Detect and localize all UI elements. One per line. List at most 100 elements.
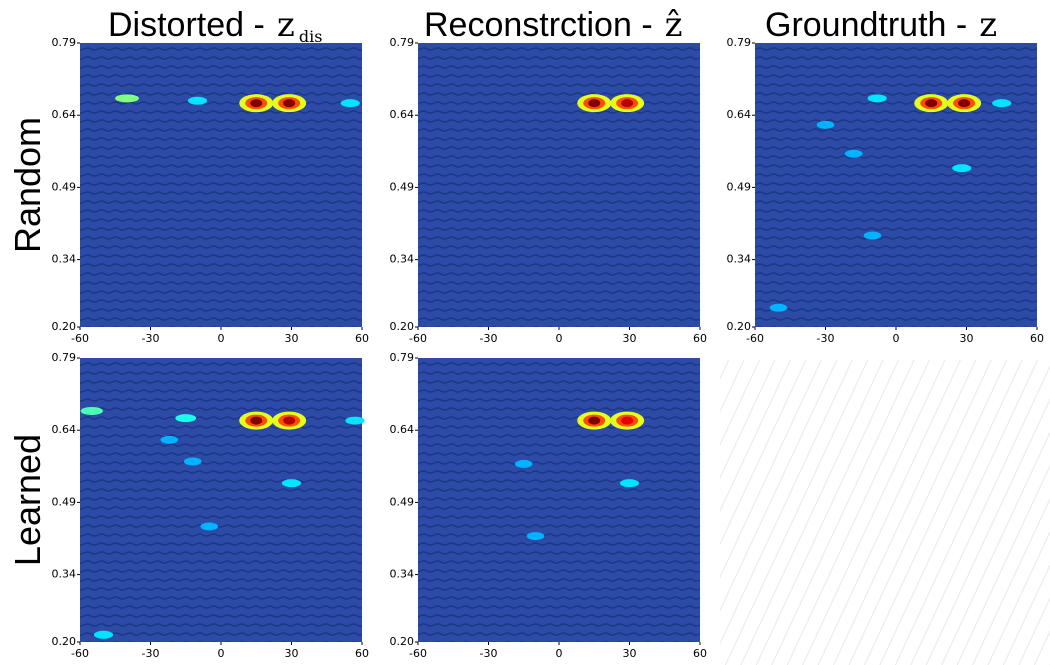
x-tick-label: 60 bbox=[693, 647, 707, 660]
x-tick-label: 0 bbox=[218, 332, 225, 345]
heatmap-background bbox=[418, 358, 700, 642]
hotspot-core bbox=[200, 522, 219, 531]
title-symbol: z bbox=[277, 5, 295, 45]
x-tick-label: -60 bbox=[71, 647, 89, 660]
x-tick-label: -60 bbox=[71, 332, 89, 345]
y-tick-label: 0.79 bbox=[390, 351, 415, 364]
x-tick-label: -30 bbox=[142, 332, 160, 345]
title-symbol: ẑ bbox=[665, 5, 683, 45]
y-tick-label: 0.20 bbox=[52, 320, 77, 333]
hotspot-core bbox=[588, 416, 601, 425]
y-tick-label: 0.79 bbox=[390, 36, 415, 49]
hotspot-core bbox=[514, 459, 533, 468]
y-tick-label: 0.64 bbox=[727, 108, 752, 121]
hotspot bbox=[160, 435, 179, 444]
y-tick-label: 0.79 bbox=[52, 351, 77, 364]
hotspot bbox=[769, 303, 788, 312]
heatmap-background bbox=[80, 43, 362, 327]
hotspot-core bbox=[816, 120, 835, 129]
x-tick-label: 30 bbox=[623, 647, 637, 660]
hotspot-core bbox=[863, 231, 882, 240]
hotspot bbox=[340, 99, 360, 108]
x-tick-label: -30 bbox=[817, 332, 835, 345]
hotspot-core bbox=[115, 94, 139, 103]
hotspot bbox=[115, 94, 139, 103]
hotspot bbox=[863, 231, 882, 240]
x-tick-label: 60 bbox=[693, 332, 707, 345]
x-tick-label: -60 bbox=[409, 647, 427, 660]
hotspot-core bbox=[340, 99, 360, 108]
y-tick-label: 0.34 bbox=[727, 253, 752, 266]
hotspot bbox=[947, 94, 982, 113]
hotspot-core bbox=[281, 479, 302, 488]
x-tick-label: -30 bbox=[480, 647, 498, 660]
hotspot-core bbox=[187, 96, 208, 105]
hotspot bbox=[526, 532, 545, 541]
x-tick-label: 60 bbox=[355, 647, 369, 660]
x-tick-label: 0 bbox=[556, 647, 563, 660]
hotspot-core bbox=[160, 435, 179, 444]
hotspot-core bbox=[621, 416, 634, 425]
hotspot-core bbox=[184, 457, 202, 466]
hotspot bbox=[272, 411, 307, 430]
x-tick-label: -60 bbox=[409, 332, 427, 345]
x-tick-label: 30 bbox=[623, 332, 637, 345]
y-tick-label: 0.34 bbox=[52, 253, 77, 266]
x-tick-label: 0 bbox=[556, 332, 563, 345]
hotspot-core bbox=[93, 630, 114, 639]
hotspot-core bbox=[621, 99, 634, 108]
hotspot bbox=[952, 164, 972, 173]
hotspot bbox=[577, 94, 612, 113]
x-tick-label: -30 bbox=[480, 332, 498, 345]
x-tick-label: 60 bbox=[355, 332, 369, 345]
y-tick-label: 0.64 bbox=[52, 108, 77, 121]
hotspot bbox=[816, 120, 835, 129]
hotspot bbox=[514, 459, 533, 468]
row-label: Random bbox=[7, 117, 48, 253]
hotspot bbox=[93, 630, 114, 639]
hotspot-core bbox=[283, 99, 296, 108]
title-symbol: z bbox=[979, 5, 997, 45]
hotspot-core bbox=[345, 416, 365, 425]
y-tick-label: 0.20 bbox=[52, 635, 77, 648]
hotspot-core bbox=[250, 99, 263, 108]
y-tick-label: 0.64 bbox=[52, 423, 77, 436]
row-label: Learned bbox=[7, 434, 48, 566]
x-tick-label: 30 bbox=[960, 332, 974, 345]
hotspot bbox=[272, 94, 307, 113]
y-tick-label: 0.20 bbox=[390, 635, 415, 648]
hotspot bbox=[239, 411, 274, 430]
y-tick-label: 0.64 bbox=[390, 108, 415, 121]
hotspot bbox=[239, 94, 274, 113]
y-tick-label: 0.34 bbox=[390, 568, 415, 581]
hotspot bbox=[577, 411, 612, 430]
hotspot bbox=[175, 414, 197, 423]
hotspot bbox=[80, 406, 103, 415]
hotspot-core bbox=[867, 94, 887, 103]
hotspot-core bbox=[925, 99, 938, 108]
hotspot-core bbox=[588, 99, 601, 108]
x-tick-label: 60 bbox=[1030, 332, 1044, 345]
hotspot bbox=[200, 522, 219, 531]
heatmap-background bbox=[418, 43, 700, 327]
hotspot bbox=[844, 149, 863, 158]
y-tick-label: 0.20 bbox=[727, 320, 752, 333]
hotspot bbox=[867, 94, 887, 103]
y-tick-label: 0.49 bbox=[390, 495, 415, 508]
hotspot-core bbox=[992, 99, 1012, 108]
hotspot bbox=[992, 99, 1012, 108]
hotspot bbox=[914, 94, 949, 113]
x-tick-label: 0 bbox=[218, 647, 225, 660]
hotspot-core bbox=[619, 479, 640, 488]
y-tick-label: 0.64 bbox=[390, 423, 415, 436]
hotspot-core bbox=[283, 416, 296, 425]
column-title: Distorted - bbox=[108, 6, 265, 44]
hotspot bbox=[619, 479, 640, 488]
column-title: Reconstrction - bbox=[424, 6, 653, 44]
column-title: Groundtruth - bbox=[765, 6, 967, 44]
hotspot bbox=[610, 94, 645, 113]
hotspot bbox=[184, 457, 202, 466]
hotspot bbox=[281, 479, 302, 488]
x-tick-label: 30 bbox=[285, 647, 299, 660]
